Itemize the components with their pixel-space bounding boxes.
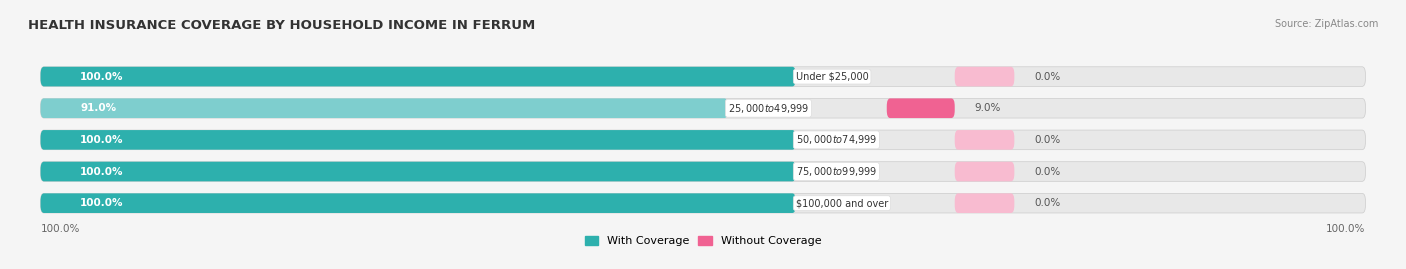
Text: 9.0%: 9.0% [974, 103, 1001, 113]
FancyBboxPatch shape [955, 193, 1014, 213]
Text: $100,000 and over: $100,000 and over [796, 198, 889, 208]
Text: Under $25,000: Under $25,000 [796, 72, 869, 82]
FancyBboxPatch shape [41, 130, 796, 150]
Text: 100.0%: 100.0% [80, 198, 124, 208]
Text: 100.0%: 100.0% [80, 72, 124, 82]
Text: HEALTH INSURANCE COVERAGE BY HOUSEHOLD INCOME IN FERRUM: HEALTH INSURANCE COVERAGE BY HOUSEHOLD I… [28, 19, 536, 32]
Text: 0.0%: 0.0% [1035, 72, 1060, 82]
Text: Source: ZipAtlas.com: Source: ZipAtlas.com [1274, 19, 1378, 29]
FancyBboxPatch shape [41, 67, 1365, 86]
FancyBboxPatch shape [887, 98, 955, 118]
FancyBboxPatch shape [41, 67, 796, 86]
FancyBboxPatch shape [41, 130, 1365, 150]
Legend: With Coverage, Without Coverage: With Coverage, Without Coverage [581, 231, 825, 250]
Text: 100.0%: 100.0% [1326, 224, 1365, 234]
Text: 0.0%: 0.0% [1035, 135, 1060, 145]
FancyBboxPatch shape [955, 130, 1014, 150]
Text: 100.0%: 100.0% [80, 167, 124, 176]
Text: 91.0%: 91.0% [80, 103, 117, 113]
Text: $50,000 to $74,999: $50,000 to $74,999 [796, 133, 877, 146]
Text: $75,000 to $99,999: $75,000 to $99,999 [796, 165, 877, 178]
Text: 0.0%: 0.0% [1035, 198, 1060, 208]
FancyBboxPatch shape [955, 67, 1014, 86]
FancyBboxPatch shape [955, 162, 1014, 181]
FancyBboxPatch shape [41, 162, 796, 181]
Text: 0.0%: 0.0% [1035, 167, 1060, 176]
FancyBboxPatch shape [41, 193, 1365, 213]
FancyBboxPatch shape [41, 162, 1365, 181]
FancyBboxPatch shape [41, 193, 796, 213]
Text: 100.0%: 100.0% [80, 135, 124, 145]
FancyBboxPatch shape [41, 98, 1365, 118]
Text: $25,000 to $49,999: $25,000 to $49,999 [728, 102, 808, 115]
FancyBboxPatch shape [41, 98, 728, 118]
Text: 100.0%: 100.0% [41, 224, 80, 234]
